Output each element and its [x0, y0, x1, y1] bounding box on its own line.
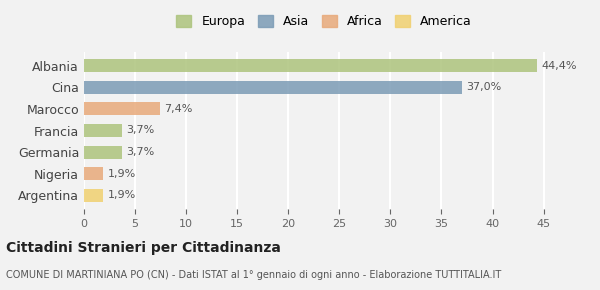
- Legend: Europa, Asia, Africa, America: Europa, Asia, Africa, America: [173, 12, 475, 32]
- Bar: [84, 59, 538, 72]
- Bar: [84, 102, 160, 115]
- Text: COMUNE DI MARTINIANA PO (CN) - Dati ISTAT al 1° gennaio di ogni anno - Elaborazi: COMUNE DI MARTINIANA PO (CN) - Dati ISTA…: [6, 270, 501, 280]
- Bar: [84, 189, 103, 202]
- Bar: [84, 167, 103, 180]
- Text: Cittadini Stranieri per Cittadinanza: Cittadini Stranieri per Cittadinanza: [6, 241, 281, 255]
- Bar: [84, 146, 122, 159]
- Text: 3,7%: 3,7%: [126, 147, 154, 157]
- Text: 1,9%: 1,9%: [107, 169, 136, 179]
- Text: 1,9%: 1,9%: [107, 190, 136, 200]
- Bar: [84, 81, 462, 94]
- Bar: [84, 124, 122, 137]
- Text: 7,4%: 7,4%: [164, 104, 192, 114]
- Text: 37,0%: 37,0%: [466, 82, 501, 92]
- Text: 3,7%: 3,7%: [126, 126, 154, 135]
- Text: 44,4%: 44,4%: [542, 61, 577, 71]
